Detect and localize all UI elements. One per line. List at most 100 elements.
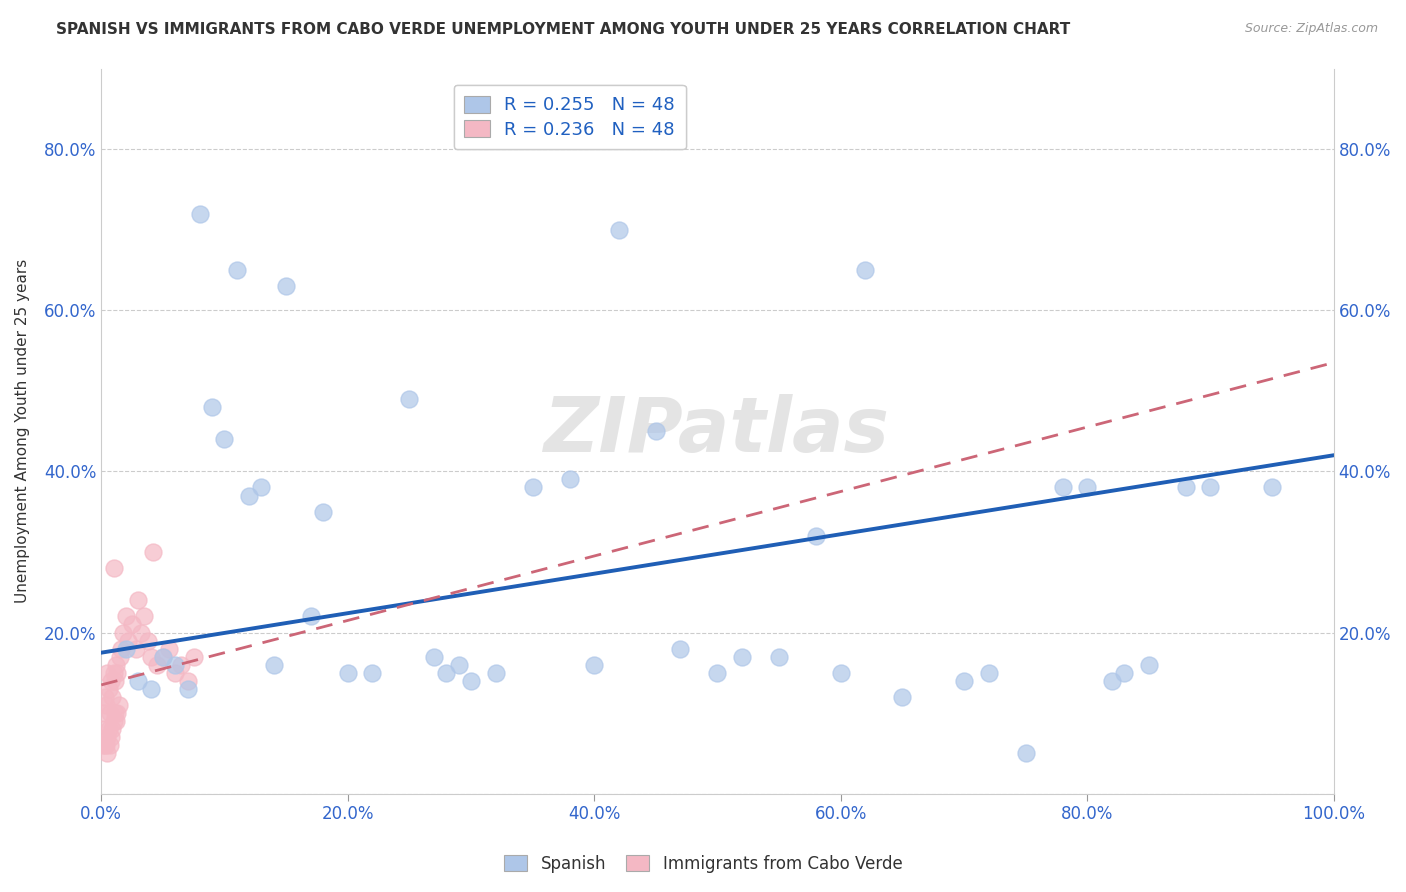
Point — [706, 665, 728, 680]
Point — [853, 263, 876, 277]
Point — [105, 665, 128, 680]
Point — [105, 657, 128, 672]
Point — [97, 723, 120, 737]
Point — [644, 424, 666, 438]
Point — [115, 609, 138, 624]
Point — [101, 723, 124, 737]
Point — [152, 649, 174, 664]
Point — [100, 673, 122, 688]
Point — [103, 665, 125, 680]
Point — [1052, 481, 1074, 495]
Point — [108, 649, 131, 664]
Point — [1114, 665, 1136, 680]
Point — [93, 723, 115, 737]
Point — [91, 739, 114, 753]
Point — [423, 649, 446, 664]
Point — [107, 698, 129, 712]
Point — [96, 665, 118, 680]
Point — [1174, 481, 1197, 495]
Point — [165, 657, 187, 672]
Point — [1261, 481, 1284, 495]
Point — [127, 673, 149, 688]
Point — [136, 633, 159, 648]
Point — [170, 657, 193, 672]
Point — [94, 690, 117, 704]
Point — [1199, 481, 1222, 495]
Point — [142, 545, 165, 559]
Point — [1137, 657, 1160, 672]
Point — [558, 472, 581, 486]
Point — [98, 706, 121, 720]
Point — [94, 739, 117, 753]
Point — [96, 747, 118, 761]
Point — [104, 673, 127, 688]
Point — [176, 673, 198, 688]
Point — [768, 649, 790, 664]
Legend: Spanish, Immigrants from Cabo Verde: Spanish, Immigrants from Cabo Verde — [498, 848, 908, 880]
Point — [188, 206, 211, 220]
Point — [100, 731, 122, 745]
Point — [1101, 673, 1123, 688]
Point — [891, 690, 914, 704]
Point — [804, 529, 827, 543]
Point — [669, 641, 692, 656]
Point — [97, 681, 120, 696]
Point — [274, 279, 297, 293]
Point — [139, 649, 162, 664]
Point — [101, 690, 124, 704]
Point — [96, 739, 118, 753]
Point — [238, 489, 260, 503]
Point — [157, 641, 180, 656]
Text: ZIPatlas: ZIPatlas — [544, 394, 890, 468]
Point — [125, 641, 148, 656]
Point — [1014, 747, 1036, 761]
Point — [1076, 481, 1098, 495]
Point — [117, 633, 139, 648]
Point — [183, 649, 205, 664]
Point — [139, 681, 162, 696]
Point — [176, 681, 198, 696]
Point — [115, 641, 138, 656]
Point — [336, 665, 359, 680]
Point — [447, 657, 470, 672]
Point — [250, 481, 273, 495]
Point — [583, 657, 606, 672]
Point — [98, 739, 121, 753]
Point — [152, 649, 174, 664]
Y-axis label: Unemployment Among Youth under 25 years: Unemployment Among Youth under 25 years — [15, 259, 30, 603]
Point — [460, 673, 482, 688]
Point — [214, 432, 236, 446]
Point — [165, 665, 187, 680]
Point — [112, 625, 135, 640]
Point — [299, 609, 322, 624]
Point — [398, 392, 420, 406]
Point — [105, 714, 128, 728]
Point — [522, 481, 544, 495]
Point — [263, 657, 285, 672]
Text: SPANISH VS IMMIGRANTS FROM CABO VERDE UNEMPLOYMENT AMONG YOUTH UNDER 25 YEARS CO: SPANISH VS IMMIGRANTS FROM CABO VERDE UN… — [56, 22, 1070, 37]
Point — [201, 400, 224, 414]
Point — [103, 561, 125, 575]
Point — [145, 657, 167, 672]
Point — [977, 665, 1000, 680]
Point — [103, 714, 125, 728]
Point — [361, 665, 384, 680]
Point — [121, 617, 143, 632]
Point — [434, 665, 457, 680]
Point — [127, 593, 149, 607]
Point — [129, 625, 152, 640]
Point — [93, 706, 115, 720]
Point — [110, 641, 132, 656]
Point — [484, 665, 506, 680]
Legend: R = 0.255   N = 48, R = 0.236   N = 48: R = 0.255 N = 48, R = 0.236 N = 48 — [454, 85, 686, 150]
Point — [607, 222, 630, 236]
Point — [731, 649, 754, 664]
Point — [104, 706, 127, 720]
Point — [96, 698, 118, 712]
Point — [225, 263, 247, 277]
Point — [105, 706, 128, 720]
Point — [312, 505, 335, 519]
Text: Source: ZipAtlas.com: Source: ZipAtlas.com — [1244, 22, 1378, 36]
Point — [96, 731, 118, 745]
Point — [830, 665, 852, 680]
